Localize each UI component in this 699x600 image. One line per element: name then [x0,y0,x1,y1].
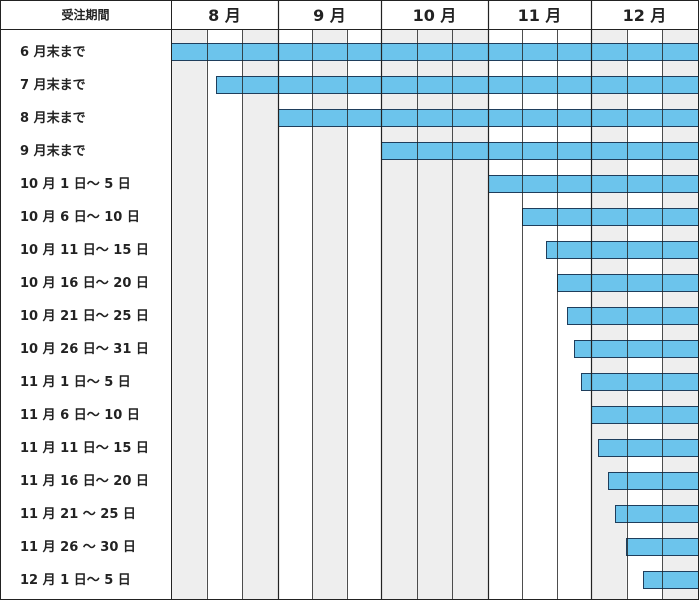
bar [557,274,699,292]
row-label: 10 月 26 日～ 31 日 [20,342,149,357]
header-row: 受注期間 8 月 9 月 10 月 11 月 12 月 [61,6,666,25]
row-label: 10 月 21 日～ 25 日 [20,309,149,324]
row-label: 11 月 21 ～ 25 日 [20,507,136,522]
bars [171,43,699,589]
bar [171,43,699,61]
row-label: 9 月末まで [20,143,86,159]
row-label: 10 月 16 日～ 20 日 [20,276,149,291]
bar [216,76,699,94]
bar [591,406,699,424]
bar [567,307,699,325]
month-header: 10 月 [413,6,457,25]
row-label: 7 月末まで [20,77,86,93]
row-label: 8 月末まで [20,110,86,126]
bar [574,340,699,358]
row-label: 11 月 6 日～ 10 日 [20,408,140,423]
row-labels: 6 月末まで 7 月末まで 8 月末まで 9 月末まで 10 月 1 日～ 5 日 10 … [20,44,149,588]
month-header: 12 月 [623,6,667,25]
bar [522,208,699,226]
bar [615,505,699,523]
bar [643,571,699,589]
row-label: 11 月 11 日～ 15 日 [20,441,149,456]
month-header: 11 月 [518,6,562,25]
row-label: 12 月 1 日～ 5 日 [20,573,131,588]
row-label: 11 月 26 ～ 30 日 [20,540,136,555]
header-label: 受注期間 [61,7,109,22]
row-label: 10 月 6 日～ 10 日 [20,210,140,225]
row-label: 10 月 1 日～ 5 日 [20,177,131,192]
month-header: 8 月 [208,6,241,25]
row-label: 11 月 1 日～ 5 日 [20,375,131,390]
bar [581,373,699,391]
row-label: 11 月 16 日～ 20 日 [20,474,149,489]
bar [608,472,699,490]
month-header: 9 月 [313,6,346,25]
bar [546,241,699,259]
bar [598,439,699,457]
row-label: 6 月末まで [20,44,86,60]
shaded-column [242,29,278,600]
bar [488,175,699,193]
bar [381,142,699,160]
shaded-column [171,29,207,600]
row-label: 10 月 11 日～ 15 日 [20,243,149,258]
